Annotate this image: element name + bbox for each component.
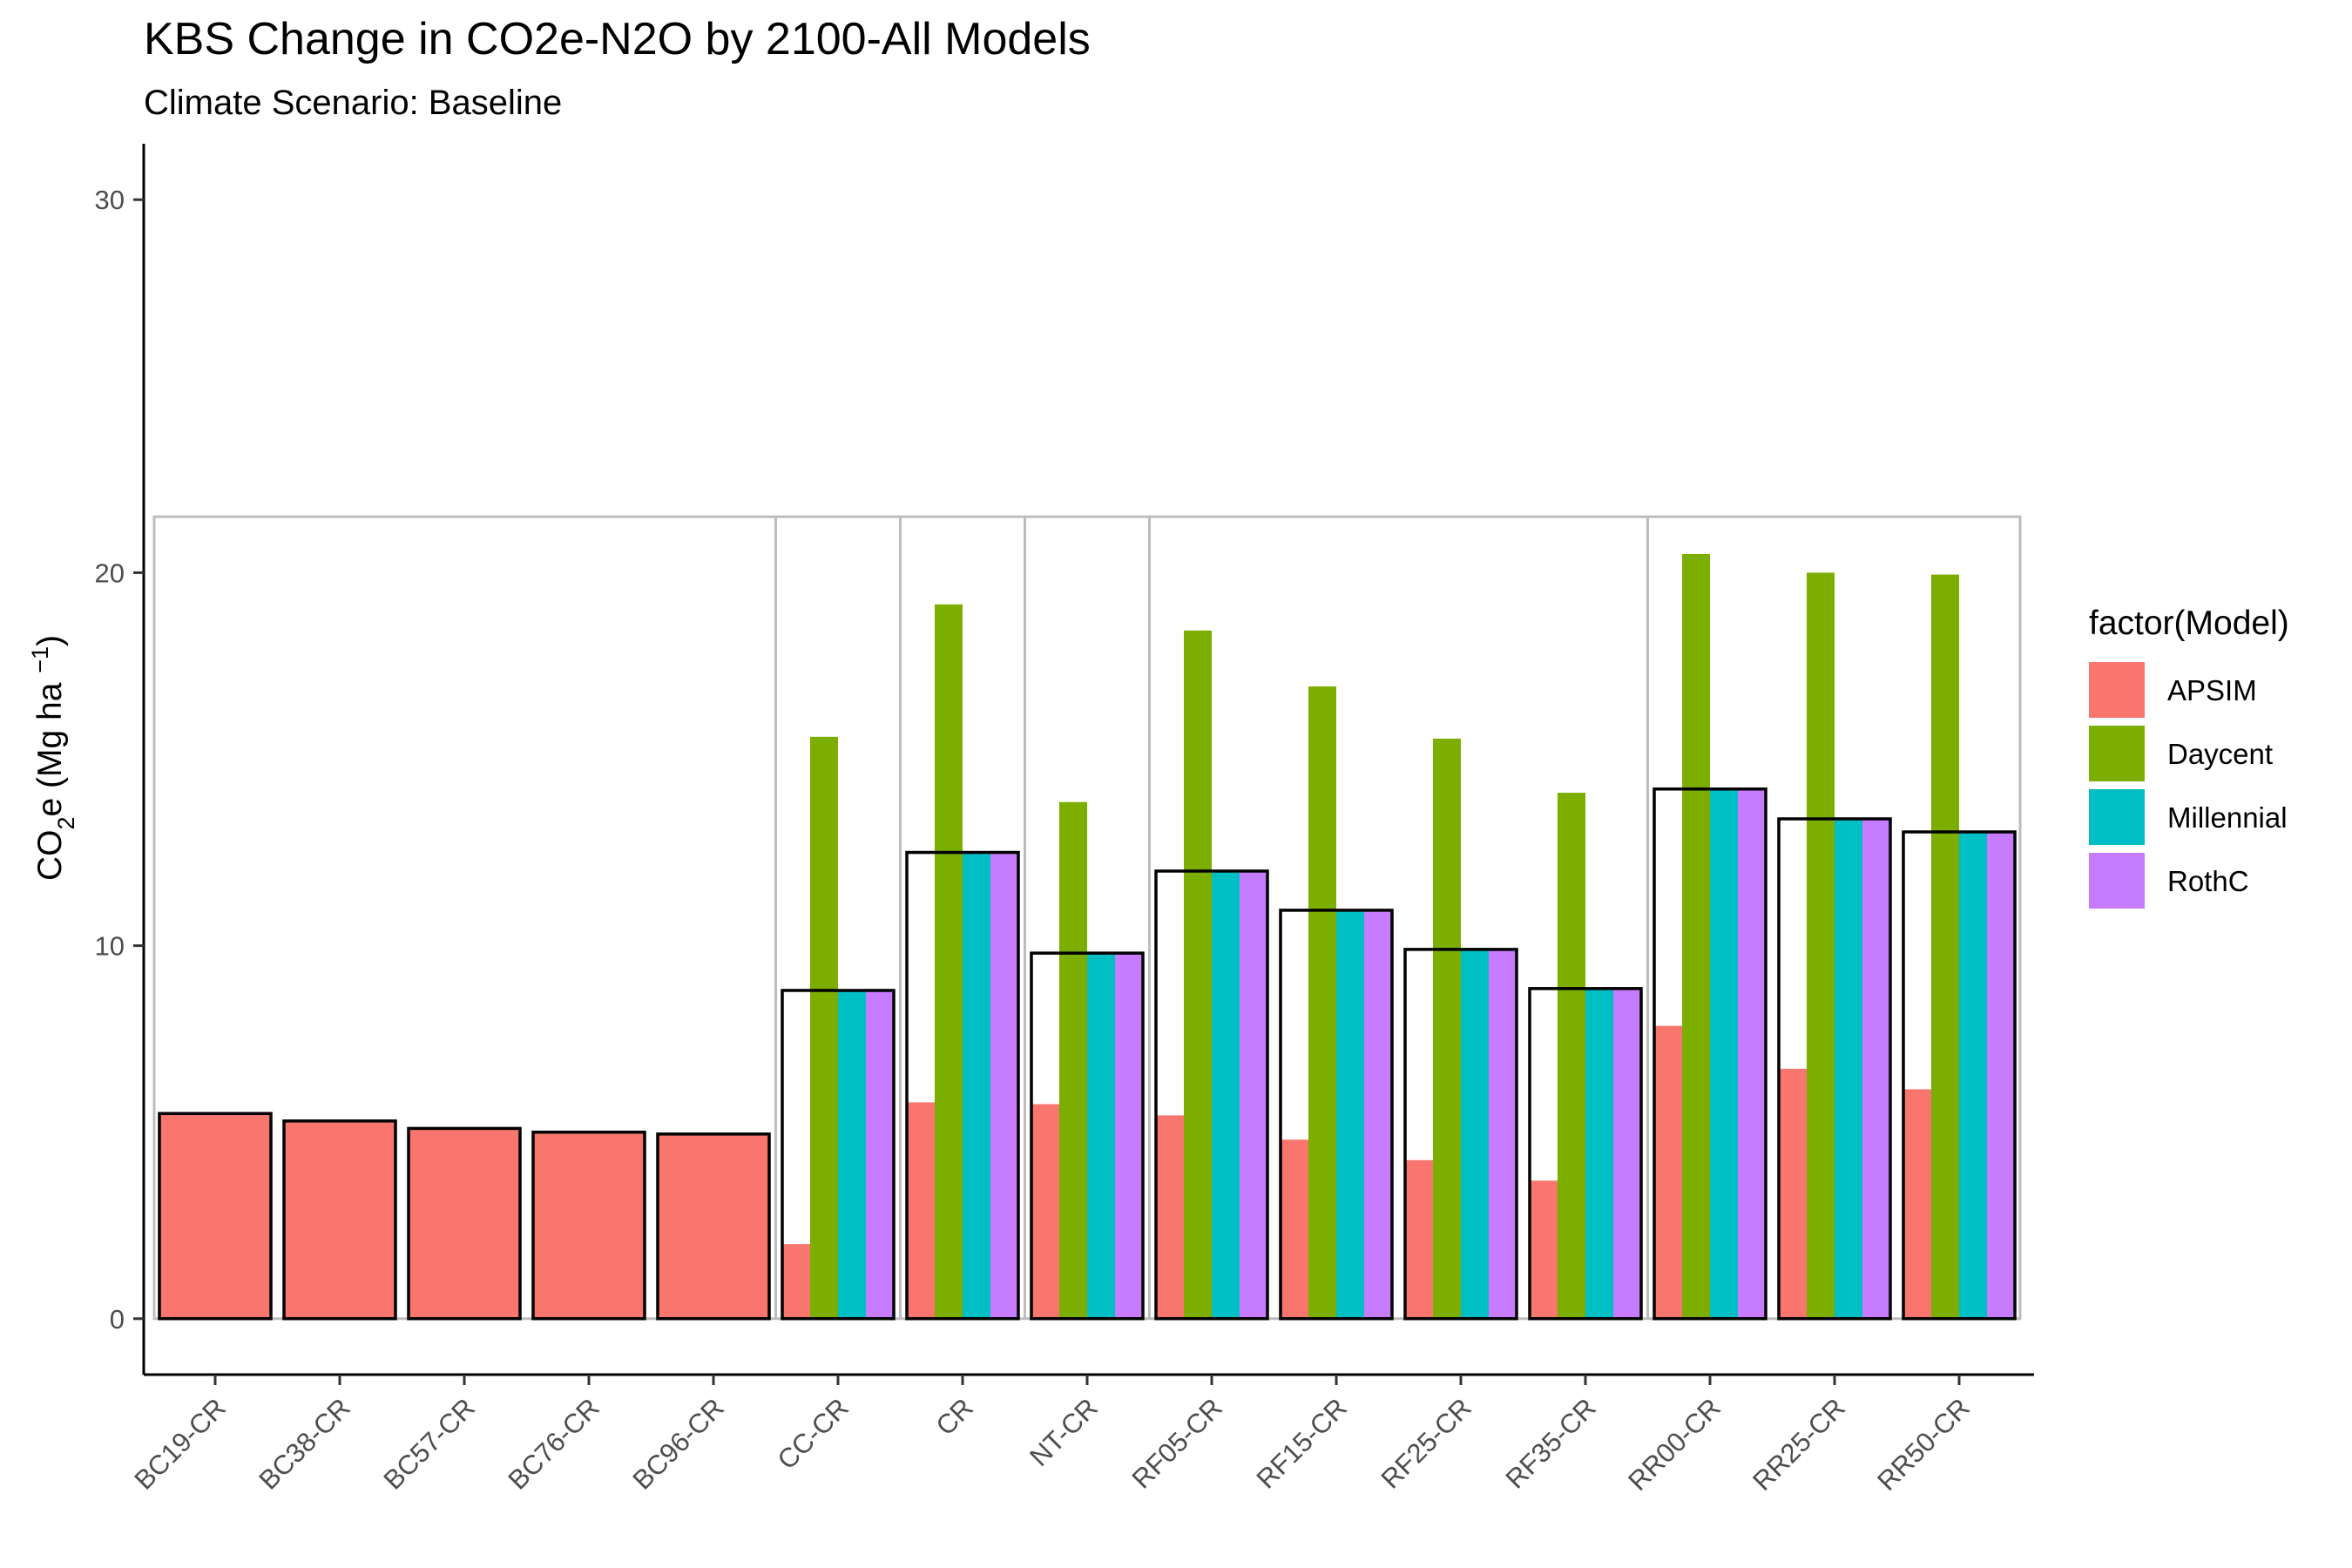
bar-apsim-cc-cr [782, 1244, 810, 1319]
y-axis-ticks: 0 10 20 30 [95, 185, 144, 1335]
y-tick-label: 30 [95, 185, 125, 215]
bars [159, 554, 2015, 1319]
outline-bar-bc38-cr [282, 1119, 397, 1321]
outline-bar-nt-cr [1030, 951, 1145, 1321]
bar-daycent-rr50-cr [1931, 574, 1959, 1319]
bar-millennial-rr00-cr [1710, 788, 1738, 1319]
bar-daycent-rf35-cr [1558, 793, 1585, 1319]
bar-apsim-rf05-cr [1156, 1115, 1184, 1319]
bar-millennial-rr50-cr [1959, 831, 1987, 1319]
x-tick-label: BC38-CR [253, 1392, 356, 1496]
outline-bar-rr25-cr [1777, 817, 1892, 1321]
bar-millennial-rf05-cr [1212, 870, 1240, 1319]
bar-rothc-nt-cr [1115, 953, 1143, 1319]
x-tick-label: BC96-CR [626, 1392, 730, 1496]
y-axis-title: CO2e (Mg ha −1) [27, 635, 79, 881]
bar-rothc-cr [990, 852, 1018, 1319]
outline-bar-rf25-cr [1403, 948, 1518, 1321]
x-tick-label: RF05-CR [1126, 1392, 1228, 1494]
axes [142, 144, 2034, 1376]
bar-millennial-cr [963, 852, 990, 1319]
legend-label-millennial: Millennial [2167, 801, 2288, 834]
x-tick-label: BC19-CR [128, 1392, 232, 1496]
bar-daycent-rf15-cr [1308, 686, 1336, 1319]
bar-millennial-rf25-cr [1461, 949, 1489, 1319]
outline-bar-bc96-cr [656, 1132, 771, 1321]
legend-key-rothc [2089, 853, 2145, 909]
x-tick-label: RF25-CR [1375, 1392, 1477, 1494]
legend-key-daycent [2089, 726, 2145, 781]
bar-rothc-rr50-cr [1987, 831, 2015, 1319]
x-tick-label: RF35-CR [1500, 1392, 1602, 1494]
bar-apsim-rr50-cr [1903, 1089, 1931, 1319]
y-tick-label: 10 [95, 931, 125, 962]
bar-apsim-rr00-cr [1654, 1025, 1682, 1319]
bar-apsim-nt-cr [1031, 1104, 1059, 1319]
x-tick-label: CC-CR [772, 1392, 855, 1475]
x-axis-ticks: BC19-CR BC38-CR BC57-CR BC76-CR BC96-CR CC-CR… [128, 1375, 1976, 1497]
legend-key-millennial [2089, 789, 2145, 845]
legend-label-daycent: Daycent [2167, 738, 2273, 770]
outline-bar-rr50-cr [1902, 830, 2017, 1321]
legend-label-apsim: APSIM [2167, 674, 2257, 706]
chart-title: KBS Change in CO2e-N2O by 2100-All Model… [144, 14, 1091, 64]
bar-apsim-bc19-cr [159, 1113, 271, 1319]
chart-subtitle: Climate Scenario: Baseline [144, 84, 562, 122]
bar-rothc-rf35-cr [1613, 988, 1641, 1319]
bar-millennial-cc-cr [838, 990, 866, 1319]
outline-bar-cr [905, 850, 1020, 1321]
bar-apsim-cr [907, 1102, 935, 1319]
y-tick-label: 20 [95, 558, 125, 588]
bar-rothc-cc-cr [866, 990, 894, 1319]
bar-rothc-rf05-cr [1240, 870, 1267, 1319]
bar-daycent-rf05-cr [1184, 630, 1212, 1319]
legend-key-apsim [2089, 662, 2145, 718]
outline-bar-cc-cr [781, 989, 896, 1321]
bar-apsim-rr25-cr [1779, 1068, 1807, 1319]
outline-bar-rr00-cr [1652, 787, 1767, 1321]
legend-title: factor(Model) [2089, 605, 2289, 642]
outline-bar-bc57-cr [407, 1126, 522, 1321]
bar-apsim-rf25-cr [1405, 1159, 1433, 1319]
bar-apsim-bc57-cr [409, 1128, 520, 1319]
bar-millennial-rf15-cr [1336, 909, 1364, 1319]
legend: factor(Model) APSIM Daycent Millennial Roth… [2089, 605, 2289, 909]
bar-rothc-rr25-cr [1862, 819, 1890, 1319]
bar-daycent-rr25-cr [1807, 572, 1835, 1319]
outline-bar-bc19-cr [158, 1112, 273, 1321]
x-tick-label: BC57-CR [377, 1392, 481, 1496]
bar-apsim-bc38-cr [284, 1120, 395, 1319]
bar-apsim-bc96-cr [658, 1133, 769, 1319]
bar-rothc-rf25-cr [1489, 949, 1517, 1319]
x-tick-label: CR [930, 1392, 979, 1441]
mean-outlines [158, 787, 2017, 1321]
bar-apsim-rf15-cr [1281, 1139, 1308, 1319]
x-tick-label: RR25-CR [1747, 1392, 1851, 1497]
bar-daycent-cr [935, 604, 963, 1319]
legend-label-rothc: RothC [2167, 865, 2249, 897]
bar-rothc-rf15-cr [1364, 909, 1392, 1319]
bar-apsim-bc76-cr [533, 1132, 645, 1319]
x-tick-label: RR50-CR [1871, 1392, 1976, 1497]
bar-rothc-rr00-cr [1738, 788, 1766, 1319]
x-tick-label: RF15-CR [1251, 1392, 1353, 1494]
x-tick-label: NT-CR [1024, 1392, 1104, 1472]
legend-entries: APSIM Daycent Millennial RothC [2089, 662, 2288, 909]
bar-daycent-nt-cr [1059, 801, 1087, 1319]
bar-daycent-rf25-cr [1433, 738, 1461, 1319]
x-tick-label: BC76-CR [502, 1392, 605, 1496]
outline-bar-rf05-cr [1154, 869, 1269, 1321]
bar-millennial-rf35-cr [1585, 988, 1613, 1319]
outline-bar-rf15-cr [1279, 909, 1394, 1321]
x-tick-label: RR00-CR [1622, 1392, 1727, 1497]
bar-daycent-rr00-cr [1682, 554, 1710, 1319]
outline-bar-bc76-cr [531, 1130, 646, 1321]
bar-millennial-nt-cr [1087, 953, 1115, 1319]
y-tick-label: 0 [110, 1304, 125, 1335]
bar-daycent-cc-cr [810, 736, 838, 1319]
bar-apsim-rf35-cr [1530, 1180, 1558, 1319]
bar-millennial-rr25-cr [1835, 819, 1862, 1319]
outline-bar-rf35-cr [1528, 987, 1643, 1321]
